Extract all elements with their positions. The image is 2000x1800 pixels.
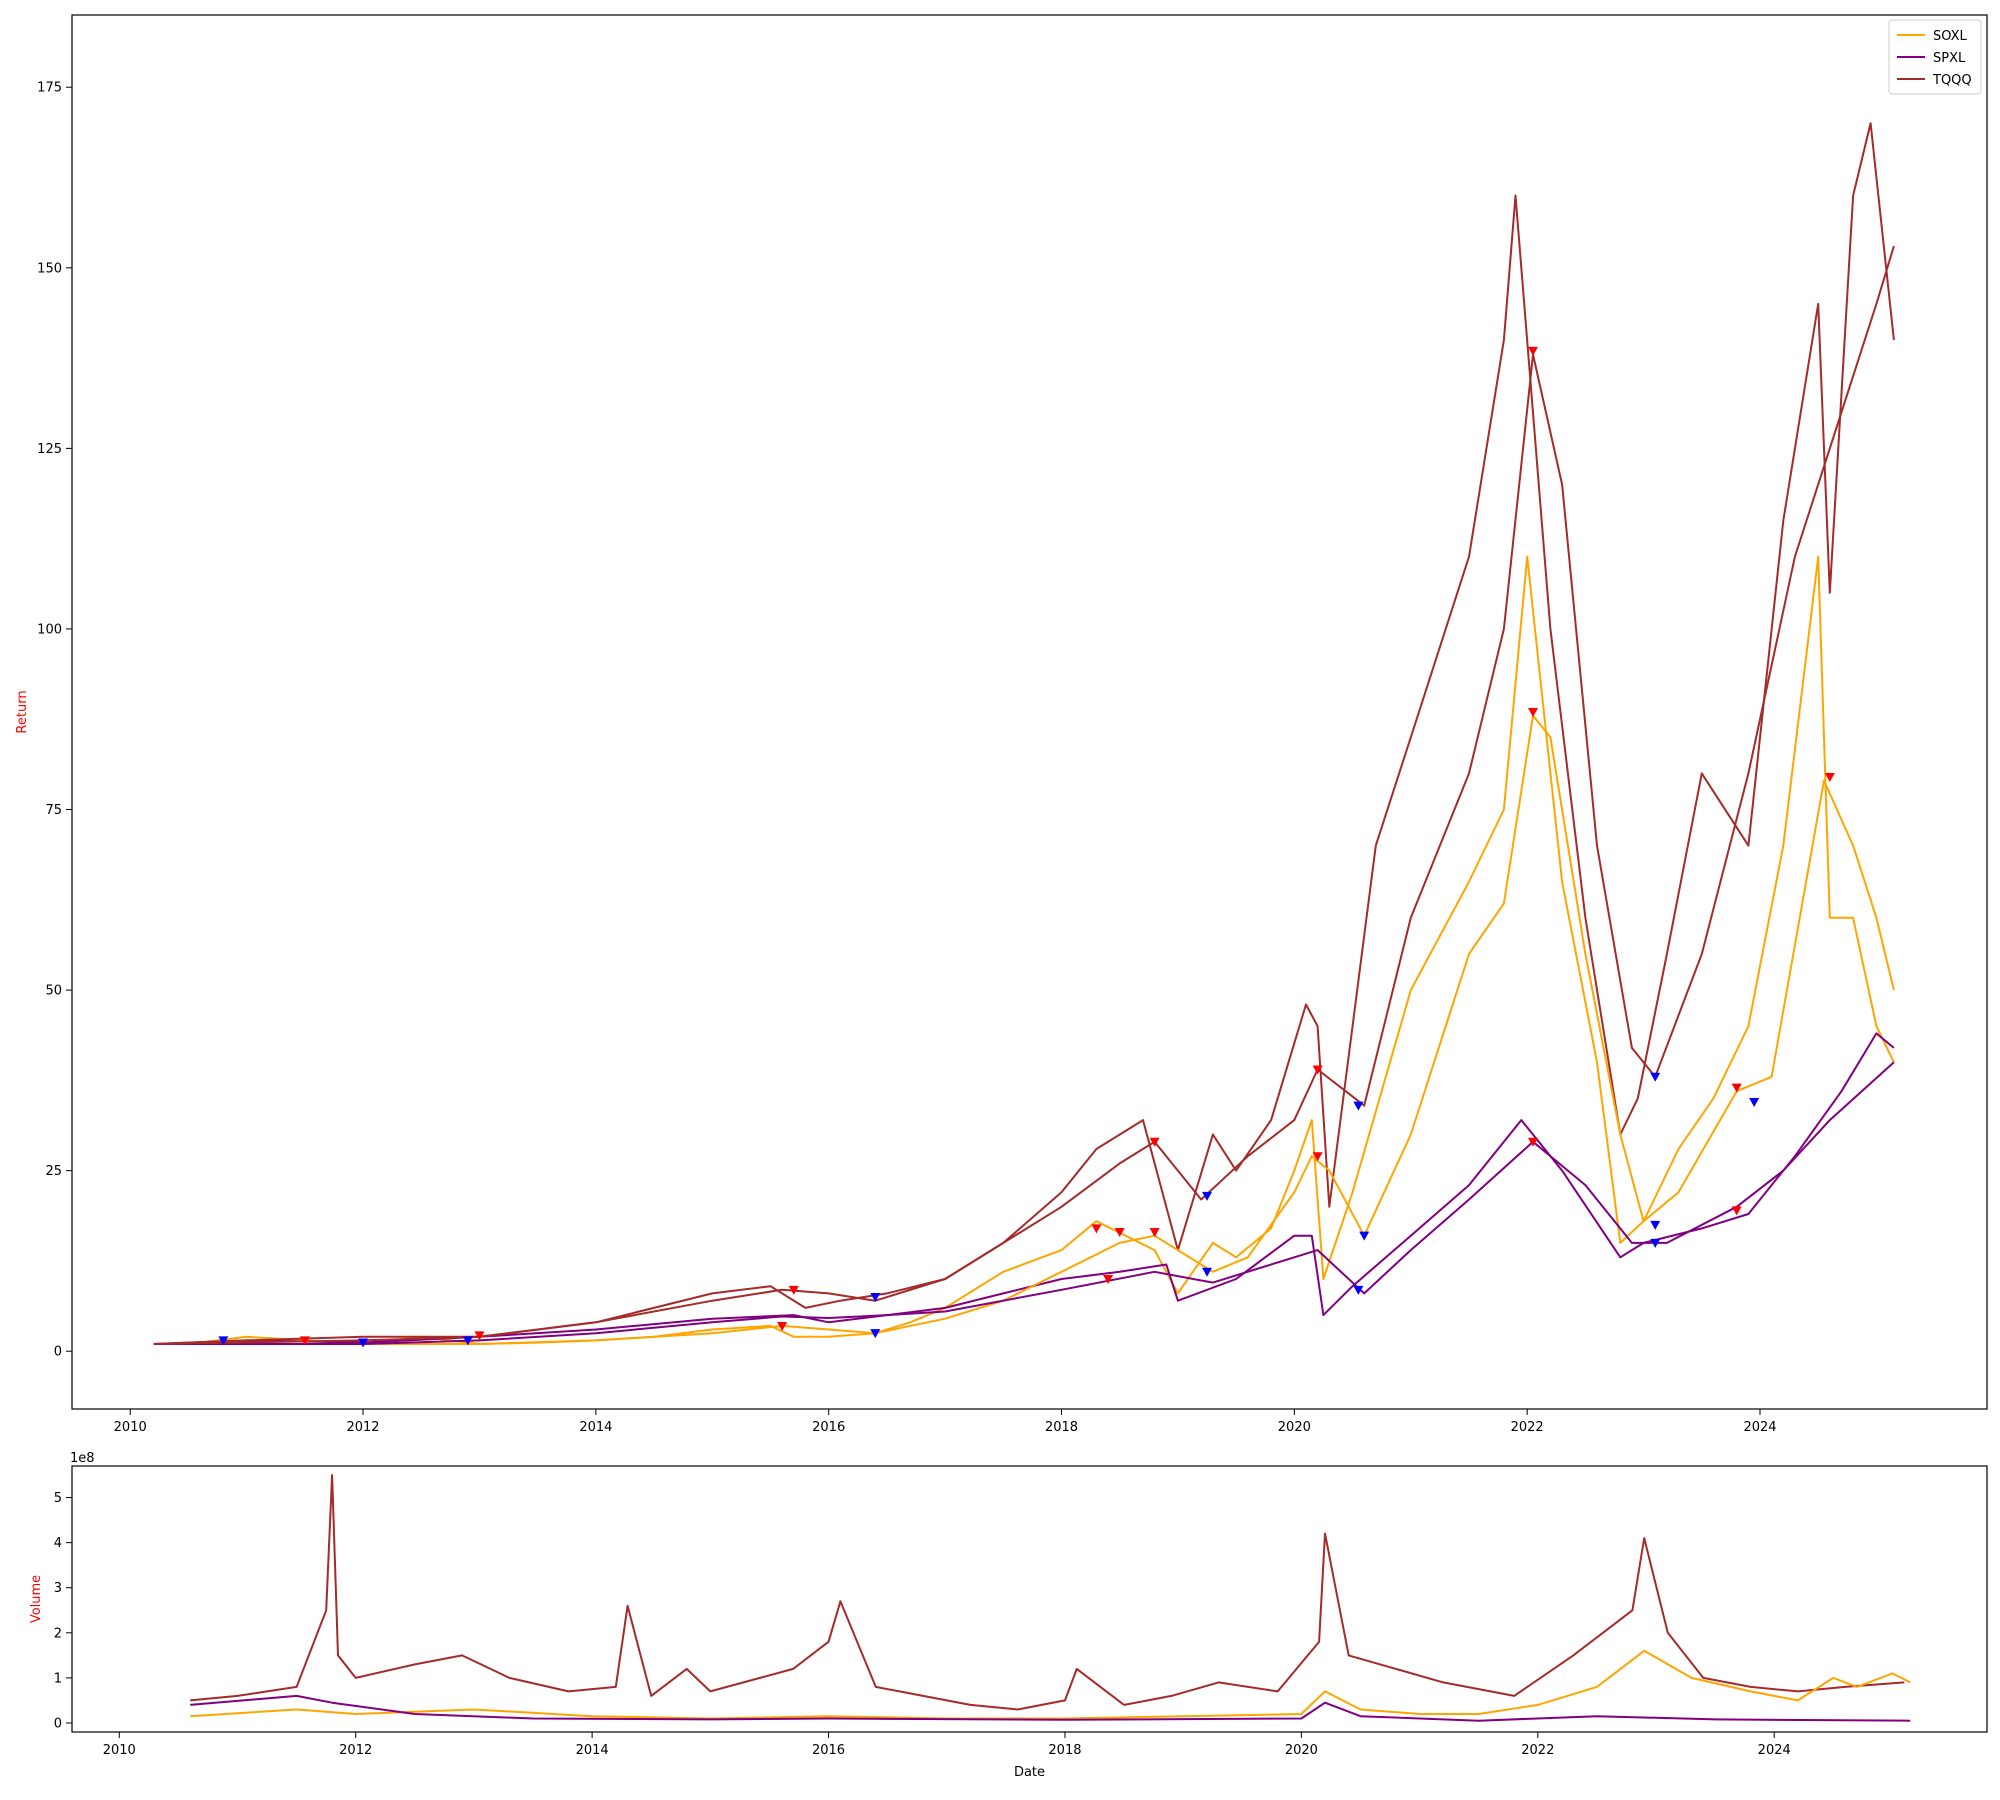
return-plot-frame <box>71 14 1988 1410</box>
sell-signal-marker <box>1114 1228 1125 1238</box>
sell-signal-marker <box>299 1336 310 1346</box>
buy-signal-marker <box>462 1336 473 1346</box>
legend: SOXL SPXL TQQQ <box>1888 19 1982 95</box>
volume-soxl-line <box>190 1649 1911 1720</box>
date-axis-label: Date <box>1014 1765 1045 1780</box>
buy-signal-marker <box>870 1329 881 1339</box>
sell-signal-marker <box>1091 1224 1102 1234</box>
buy-signal-marker <box>1202 1191 1213 1201</box>
volume-axis-label: Volume <box>29 1575 44 1623</box>
buy-signal-marker <box>1353 1101 1364 1111</box>
return-tqqq-line <box>153 122 1895 1345</box>
return-x-tick-label: 2012 <box>346 1420 379 1435</box>
sell-signal-marker <box>1312 1152 1323 1162</box>
return-average-line-4 <box>153 714 1895 1345</box>
sell-signal-marker <box>788 1285 799 1295</box>
return-x-axis: 2010 2012 2014 2016 2018 2020 2022 2024 <box>114 1409 1777 1435</box>
buy-signal-marker <box>218 1336 229 1346</box>
volume-y-tick-label: 2 <box>54 1626 62 1641</box>
return-y-tick-label: 100 <box>37 622 62 637</box>
sell-signal-marker <box>1312 1065 1323 1075</box>
volume-x-tick-label: 2024 <box>1758 1743 1791 1758</box>
volume-panel: 2010 2012 2014 2016 2018 2020 2022 2024 012345 … <box>29 1451 1988 1780</box>
sell-signal-marker <box>1103 1274 1114 1284</box>
volume-plot-frame <box>71 1465 1988 1733</box>
volume-y-axis: 0 1 2 3 4 5 <box>54 1491 72 1731</box>
volume-series-group <box>190 1474 1911 1722</box>
return-average-line-6 <box>153 245 1895 1345</box>
volume-x-tick-label: 2016 <box>812 1743 845 1758</box>
volume-y-tick-label: 5 <box>54 1491 62 1506</box>
return-y-tick-label: 25 <box>45 1164 62 1179</box>
sell-signal-marker <box>1149 1228 1160 1238</box>
sell-signal-marker <box>1527 346 1538 356</box>
volume-x-axis: 2010 2012 2014 2016 2018 2020 2022 2024 <box>103 1732 1791 1758</box>
volume-x-tick-label: 2018 <box>1048 1743 1081 1758</box>
legend-label-soxl: SOXL <box>1933 29 1968 44</box>
volume-y-tick-label: 1 <box>54 1671 62 1686</box>
volume-y-tick-label: 4 <box>54 1536 62 1551</box>
legend-label-spxl: SPXL <box>1933 51 1966 66</box>
return-y-tick-label: 75 <box>45 803 62 818</box>
volume-spxl-line <box>190 1694 1911 1722</box>
volume-x-tick-label: 2014 <box>576 1743 609 1758</box>
return-y-tick-label: 50 <box>45 984 62 999</box>
buy-signal-marker <box>1353 1285 1364 1295</box>
return-y-tick-label: 150 <box>37 261 62 276</box>
return-y-tick-label: 125 <box>37 442 62 457</box>
buy-signal-marker <box>1359 1231 1370 1241</box>
sell-signal-marker <box>1731 1206 1742 1216</box>
sell-signal-marker <box>777 1321 788 1331</box>
buy-signal-marker <box>1749 1098 1760 1108</box>
return-series-group <box>153 122 1895 1345</box>
buy-signal-marker <box>358 1338 369 1348</box>
volume-x-tick-label: 2010 <box>103 1743 136 1758</box>
return-x-tick-label: 2024 <box>1743 1420 1776 1435</box>
return-x-tick-label: 2010 <box>114 1420 147 1435</box>
sell-signal-marker <box>1731 1083 1742 1093</box>
volume-tqqq-line <box>190 1474 1905 1711</box>
buy-signal-marker <box>1650 1238 1661 1248</box>
return-x-tick-label: 2018 <box>1045 1420 1078 1435</box>
sell-signal-marker <box>474 1331 485 1341</box>
return-x-tick-label: 2020 <box>1278 1420 1311 1435</box>
volume-x-tick-label: 2012 <box>339 1743 372 1758</box>
volume-y-tick-label: 0 <box>54 1716 62 1731</box>
legend-label-tqqq: TQQQ <box>1932 73 1972 88</box>
volume-x-tick-label: 2022 <box>1521 1743 1554 1758</box>
return-x-tick-label: 2014 <box>579 1420 612 1435</box>
return-y-tick-label: 0 <box>54 1345 62 1360</box>
return-average-line-5 <box>153 1061 1895 1345</box>
volume-x-tick-label: 2020 <box>1285 1743 1318 1758</box>
sell-signal-marker <box>1527 1137 1538 1147</box>
sell-signal-marker <box>1527 708 1538 717</box>
buy-signal-marker <box>1650 1220 1661 1230</box>
volume-offset-label: 1e8 <box>70 1451 95 1466</box>
legend-box <box>1888 19 1982 95</box>
return-x-tick-label: 2022 <box>1511 1420 1544 1435</box>
return-y-tick-label: 175 <box>37 81 62 96</box>
signal-markers-group <box>218 346 1835 1348</box>
sell-signal-marker <box>1149 1137 1160 1147</box>
buy-signal-marker <box>1202 1267 1213 1277</box>
buy-signal-marker <box>870 1293 881 1303</box>
volume-y-tick-label: 3 <box>54 1581 62 1596</box>
return-axis-label: Return <box>15 690 30 733</box>
return-x-tick-label: 2016 <box>812 1420 845 1435</box>
return-panel: 2010 2012 2014 2016 2018 2020 2022 2024 0 25 50 75… <box>15 14 1988 1435</box>
return-y-axis: 0 25 50 75 100 125 150 175 <box>37 81 72 1360</box>
buy-signal-marker <box>1650 1072 1661 1082</box>
sell-signal-marker <box>1824 773 1835 783</box>
